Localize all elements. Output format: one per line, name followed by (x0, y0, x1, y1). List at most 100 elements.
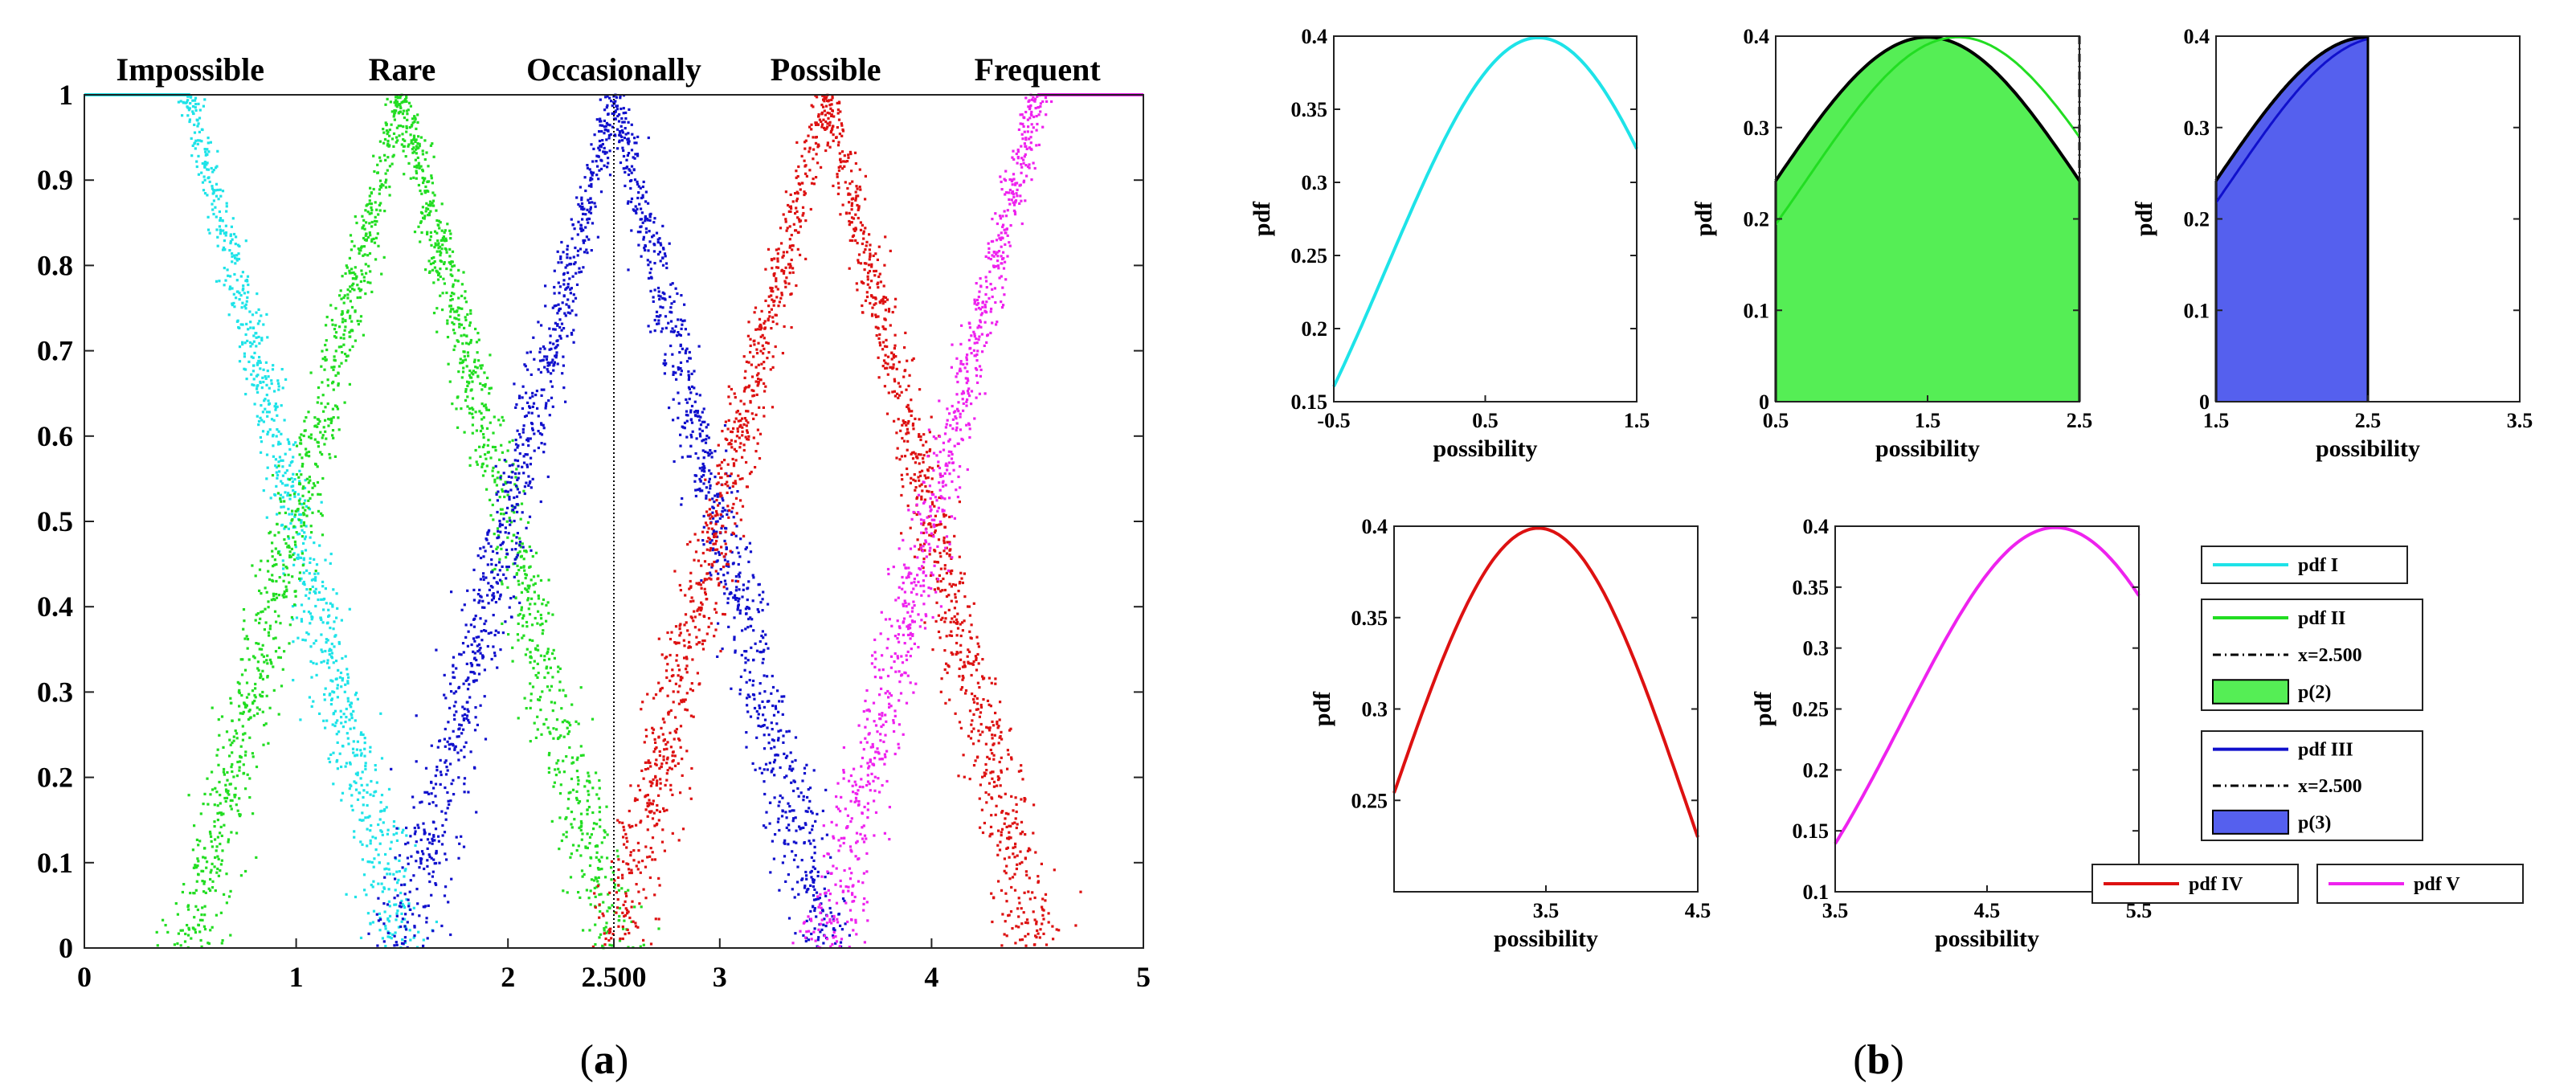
scatter-point (303, 531, 306, 534)
scatter-point (260, 611, 263, 614)
scatter-point (675, 334, 679, 337)
scatter-point (363, 238, 366, 242)
scatter-point (820, 928, 824, 931)
scatter-point (237, 252, 240, 255)
scatter-point (466, 708, 469, 711)
scatter-point (429, 210, 432, 213)
scatter-point (314, 576, 317, 579)
scatter-point (641, 194, 644, 197)
scatter-point (648, 876, 652, 880)
scatter-point (200, 128, 203, 131)
scatter-point (448, 247, 452, 251)
scatter-point (319, 492, 322, 496)
scatter-point (518, 452, 521, 456)
scatter-point (326, 384, 329, 387)
scatter-point (576, 254, 579, 257)
scatter-point (486, 533, 489, 536)
scatter-point (240, 306, 243, 309)
scatter-point (636, 182, 640, 186)
scatter-point (385, 123, 388, 126)
scatter-point (723, 509, 726, 512)
scatter-point (591, 174, 594, 177)
scatter-point (369, 842, 372, 845)
scatter-point (458, 307, 461, 310)
scatter-point (709, 546, 713, 550)
scatter-point (799, 791, 803, 795)
scatter-point (485, 427, 489, 430)
scatter-point (569, 256, 572, 259)
scatter-point (525, 391, 528, 394)
scatter-point (452, 744, 455, 747)
scatter-point (356, 697, 359, 701)
scatter-point (268, 428, 272, 431)
scatter-point (303, 419, 306, 423)
scatter-point (290, 513, 294, 516)
scatter-point (574, 313, 578, 317)
scatter-point (600, 129, 603, 133)
scatter-point (530, 623, 534, 627)
scatter-point (807, 788, 810, 791)
scatter-point (644, 244, 647, 247)
scatter-point (624, 913, 628, 917)
scatter-point (219, 911, 223, 914)
scatter-point (680, 370, 683, 373)
scatter-point (436, 223, 440, 227)
scatter-point (547, 657, 551, 660)
scatter-point (824, 788, 828, 791)
scatter-point (832, 934, 835, 938)
scatter-point (225, 872, 228, 876)
scatter-point (465, 662, 468, 665)
scatter-point (562, 327, 566, 330)
scatter-point (599, 145, 603, 149)
scatter-point (584, 226, 587, 229)
scatter-point (307, 632, 310, 635)
scatter-point (229, 275, 232, 278)
scatter-point (581, 832, 584, 836)
scatter-point (387, 787, 391, 791)
scatter-point (630, 165, 634, 168)
scatter-point (405, 109, 408, 112)
scatter-point (694, 474, 698, 477)
scatter-point (370, 238, 374, 241)
scatter-point (276, 492, 280, 495)
scatter-point (531, 639, 534, 642)
scatter-point (550, 819, 554, 823)
scatter-point (314, 570, 317, 573)
scatter-point (708, 477, 711, 480)
scatter-point (679, 791, 682, 795)
scatter-point (525, 453, 529, 456)
scatter-point (558, 325, 562, 329)
scatter-point (718, 531, 722, 534)
scatter-point (775, 707, 778, 710)
scatter-point (247, 360, 251, 363)
scatter-point (460, 376, 464, 379)
scatter-point (513, 562, 517, 565)
scatter-point (277, 713, 280, 716)
scatter-point (670, 311, 673, 314)
scatter-point (547, 770, 550, 774)
scatter-point (462, 682, 465, 685)
scatter-point (782, 734, 785, 738)
scatter-point (261, 677, 264, 680)
scatter-point (727, 395, 730, 398)
scatter-point (507, 633, 510, 636)
scatter-point (624, 116, 628, 121)
scatter-point (336, 687, 339, 690)
scatter-point (802, 934, 805, 938)
scatter-point (652, 799, 655, 803)
scatter-point (623, 919, 626, 922)
scatter-point (837, 913, 840, 916)
scatter-point (794, 212, 797, 215)
scatter-point (684, 351, 687, 355)
scatter-point (628, 168, 631, 171)
scatter-point (446, 769, 449, 772)
scatter-point (243, 304, 247, 308)
scatter-point (693, 370, 696, 373)
scatter-point (260, 419, 264, 422)
scatter-point (414, 140, 417, 143)
scatter-point (380, 272, 383, 276)
scatter-point (610, 878, 613, 881)
scatter-point (565, 303, 568, 306)
scatter-point (673, 764, 677, 767)
scatter-point (508, 498, 511, 501)
